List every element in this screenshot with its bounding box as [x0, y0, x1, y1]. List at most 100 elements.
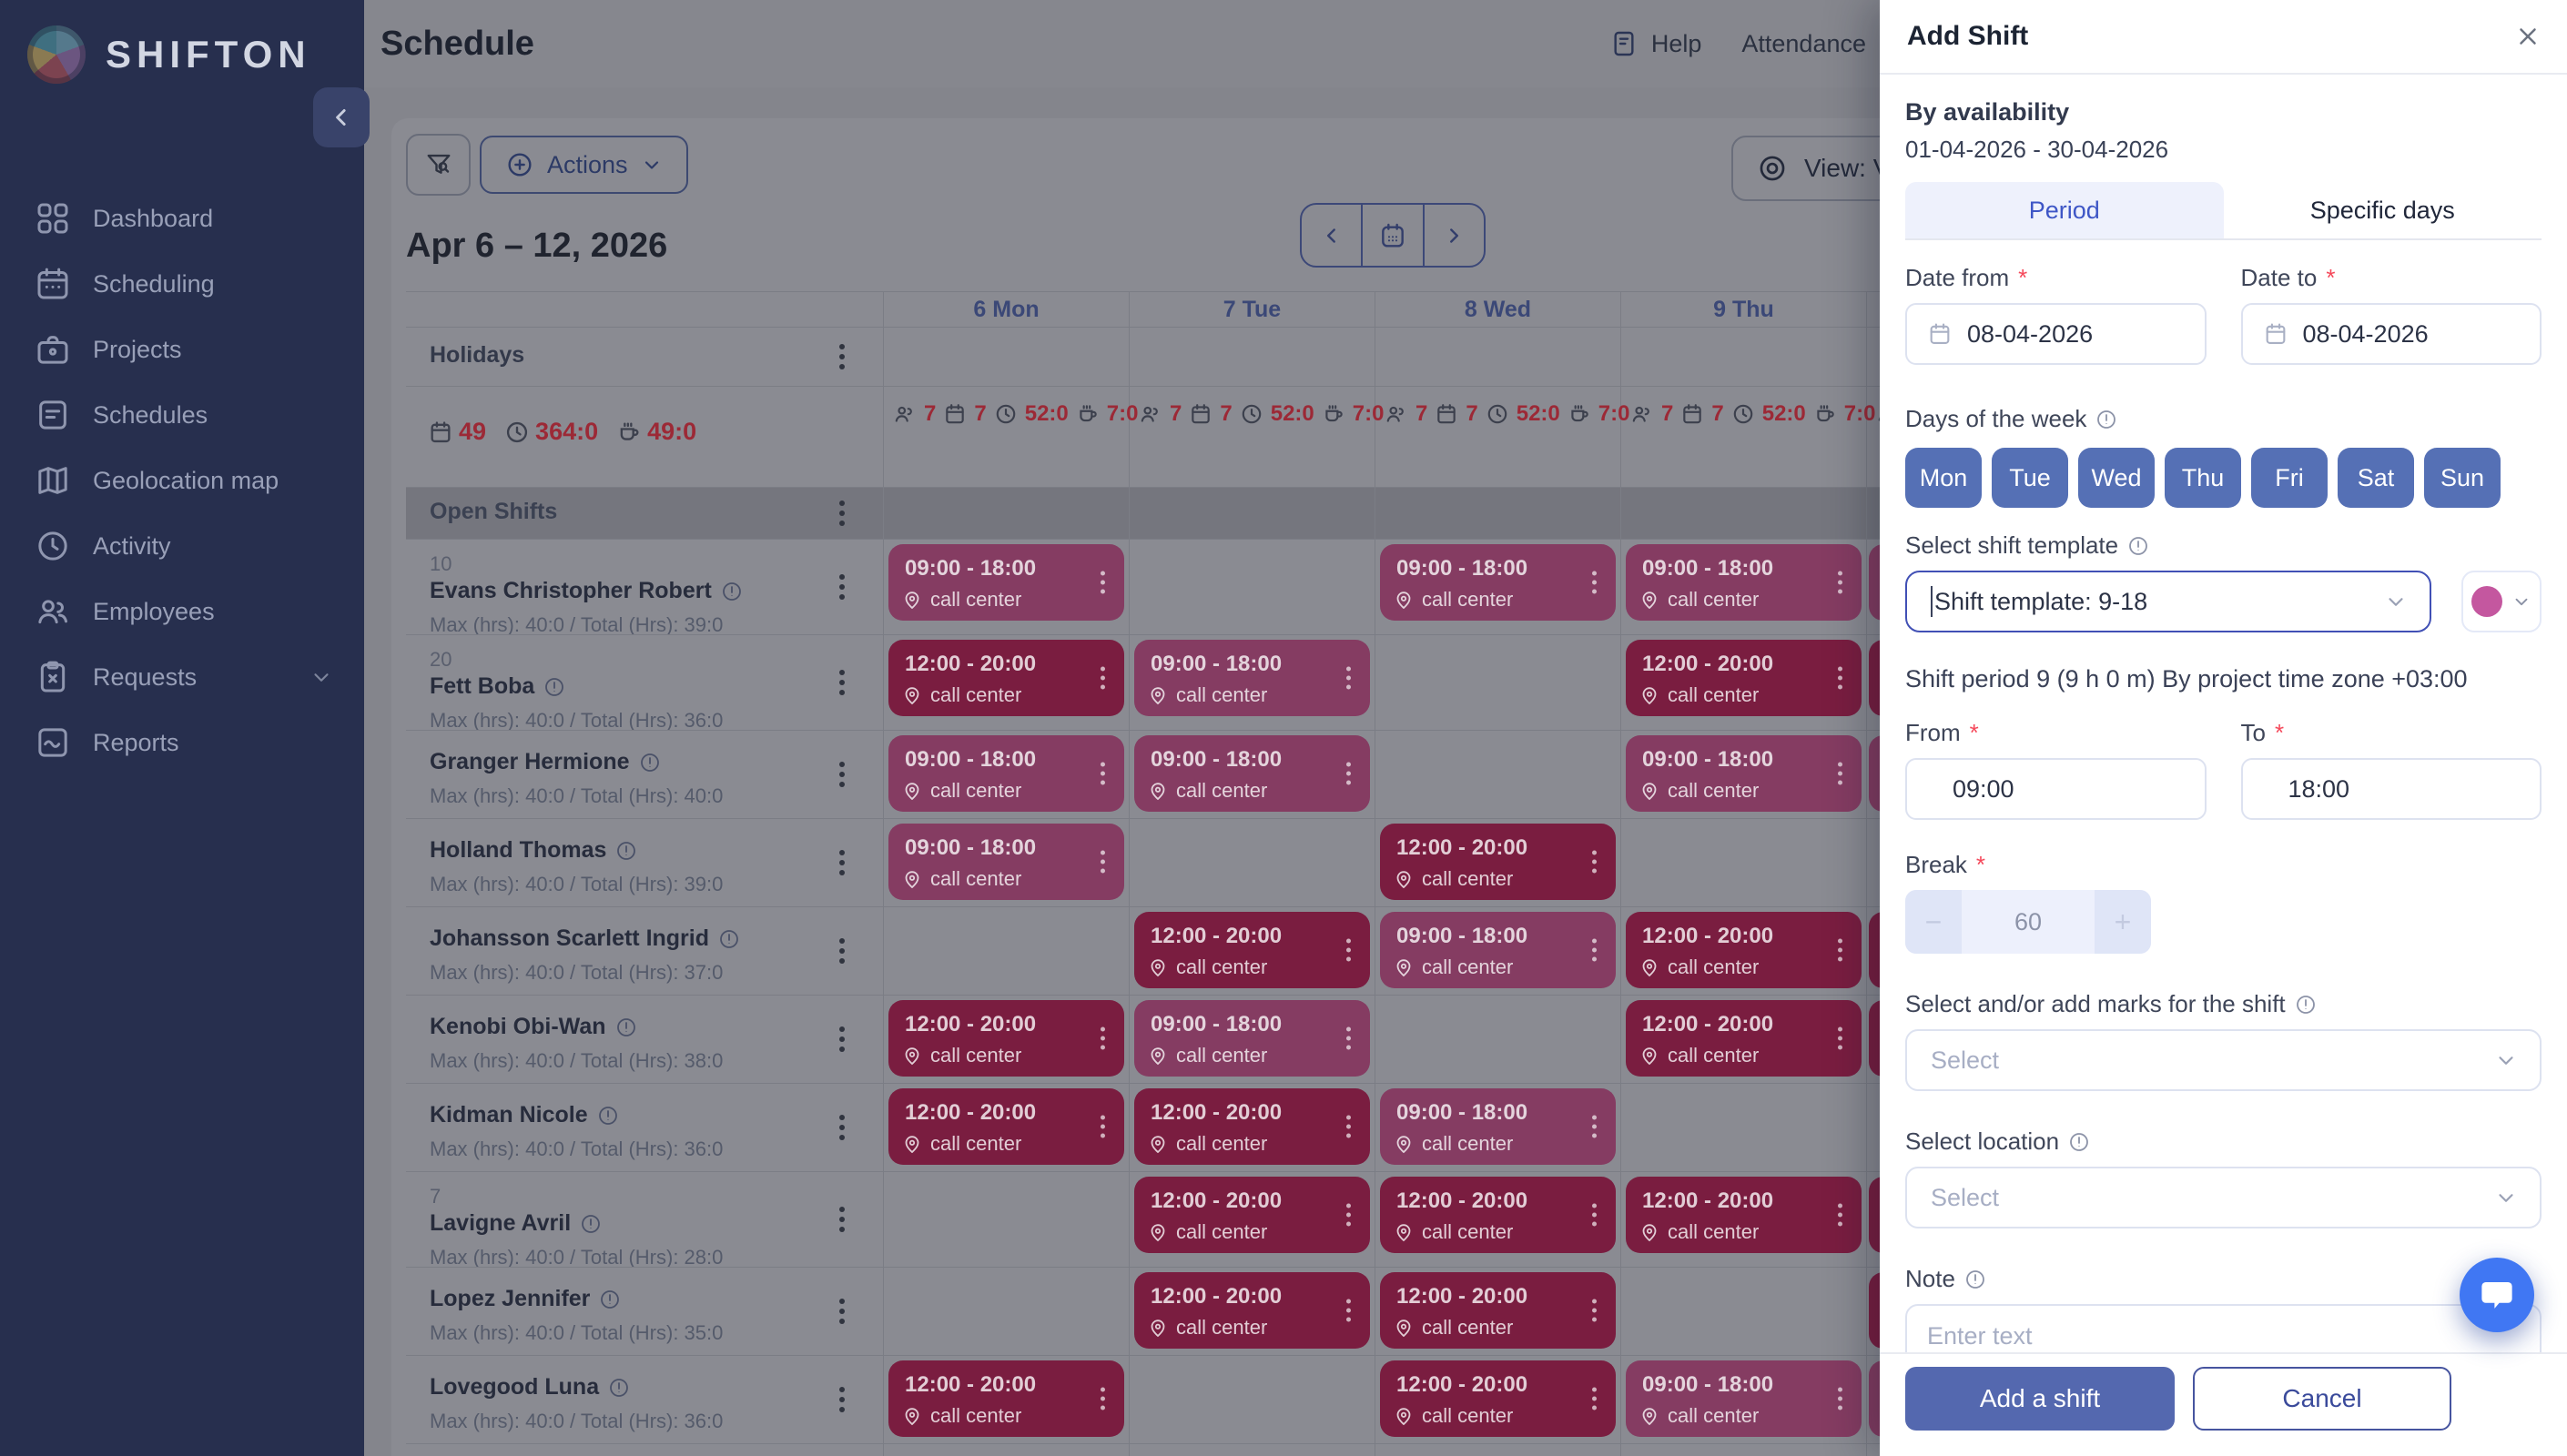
row-menu-icon[interactable]: [839, 496, 847, 531]
actions-button[interactable]: Actions: [480, 136, 688, 194]
shift-menu-icon[interactable]: [1592, 1111, 1599, 1143]
sidebar-collapse-button[interactable]: [313, 87, 370, 147]
shift-menu-icon[interactable]: [1592, 1199, 1599, 1231]
shift-card[interactable]: 09:00 - 18:00 call center: [1380, 544, 1616, 621]
row-menu-icon[interactable]: [839, 1382, 847, 1417]
shift-menu-icon[interactable]: [1592, 567, 1599, 599]
shift-card[interactable]: 12:00 - 20:00 call center: [1626, 912, 1862, 988]
shift-card[interactable]: 12:00 - 20:00 call center: [1626, 640, 1862, 716]
shift-menu-icon[interactable]: [1838, 567, 1845, 599]
from-time-field[interactable]: [1905, 758, 2207, 820]
date-from-input[interactable]: [1907, 318, 2205, 349]
shift-color-picker[interactable]: [2461, 571, 2542, 632]
shift-menu-icon[interactable]: [1101, 1383, 1108, 1415]
shift-card[interactable]: 12:00 - 20:00 call center: [1134, 1272, 1370, 1349]
sidebar-item-requests[interactable]: Requests: [0, 644, 364, 710]
row-menu-icon[interactable]: [839, 1202, 847, 1237]
shift-card[interactable]: 09:00 - 18:00 call center: [1380, 1088, 1616, 1165]
weekday-toggle-mon[interactable]: Mon: [1905, 448, 1982, 508]
add-shift-submit-button[interactable]: Add a shift: [1905, 1367, 2175, 1431]
info-icon[interactable]: [2295, 994, 2317, 1016]
shift-card[interactable]: 12:00 - 20:00 call center: [1626, 1000, 1862, 1077]
sidebar-item-schedules[interactable]: Schedules: [0, 382, 364, 448]
info-icon[interactable]: [599, 1289, 621, 1310]
weekday-toggle-tue[interactable]: Tue: [1992, 448, 2068, 508]
to-time-field[interactable]: [2240, 758, 2542, 820]
attendance-link[interactable]: Attendance: [1741, 30, 1866, 58]
shift-card[interactable]: 12:00 - 20:00 call center: [1134, 1177, 1370, 1253]
filter-button[interactable]: [406, 134, 471, 196]
sidebar-item-scheduling[interactable]: Scheduling: [0, 251, 364, 317]
sidebar-item-geolocation-map[interactable]: Geolocation map: [0, 448, 364, 513]
shift-menu-icon[interactable]: [1101, 662, 1108, 694]
shift-card[interactable]: 12:00 - 20:00 call center: [1380, 1177, 1616, 1253]
shift-menu-icon[interactable]: [1101, 846, 1108, 878]
shift-card[interactable]: 12:00 - 20:00 call center: [1380, 1272, 1616, 1349]
shift-card[interactable]: 12:00 - 20:00 call center: [1380, 1360, 1616, 1437]
row-menu-icon[interactable]: [839, 1294, 847, 1329]
weekday-toggle-fri[interactable]: Fri: [2251, 448, 2328, 508]
shift-card[interactable]: 12:00 - 20:00 call center: [1134, 1088, 1370, 1165]
info-icon[interactable]: [543, 676, 565, 698]
next-week-button[interactable]: [1422, 205, 1484, 266]
info-icon[interactable]: [2068, 1131, 2090, 1153]
shift-card[interactable]: 09:00 - 18:00 call center: [1134, 1000, 1370, 1077]
cancel-button[interactable]: Cancel: [2193, 1367, 2451, 1431]
info-icon[interactable]: [721, 581, 743, 602]
info-icon[interactable]: [615, 840, 637, 862]
shift-card[interactable]: 09:00 - 18:00 call center: [1380, 912, 1616, 988]
shift-menu-icon[interactable]: [1838, 1023, 1845, 1055]
row-menu-icon[interactable]: [839, 845, 847, 880]
marks-select[interactable]: Select: [1905, 1029, 2542, 1091]
shift-card[interactable]: 09:00 - 18:00 call center: [1626, 1360, 1862, 1437]
info-icon[interactable]: [2127, 535, 2149, 557]
shift-menu-icon[interactable]: [1101, 567, 1108, 599]
sidebar-item-dashboard[interactable]: Dashboard: [0, 186, 364, 251]
info-icon[interactable]: [1964, 1269, 1986, 1290]
shift-card[interactable]: 09:00 - 18:00 call center: [1626, 544, 1862, 621]
info-icon[interactable]: [597, 1105, 619, 1127]
from-time-input[interactable]: [1907, 774, 2205, 804]
shift-menu-icon[interactable]: [1838, 662, 1845, 694]
shift-menu-icon[interactable]: [1592, 846, 1599, 878]
break-increment-button[interactable]: +: [2095, 890, 2151, 954]
date-to-input[interactable]: [2242, 318, 2540, 349]
shift-menu-icon[interactable]: [1346, 758, 1354, 790]
date-to-field[interactable]: [2240, 303, 2542, 365]
shift-menu-icon[interactable]: [1592, 1295, 1599, 1327]
shift-menu-icon[interactable]: [1346, 1023, 1354, 1055]
shift-card[interactable]: 12:00 - 20:00 call center: [1380, 824, 1616, 900]
shift-card[interactable]: 09:00 - 18:00 call center: [1134, 735, 1370, 812]
shift-card[interactable]: 09:00 - 18:00 call center: [888, 824, 1124, 900]
info-icon[interactable]: [2095, 409, 2117, 430]
info-icon[interactable]: [580, 1213, 602, 1235]
shift-template-select[interactable]: Shift template: 9-18: [1905, 571, 2431, 632]
shift-card[interactable]: 12:00 - 20:00 call center: [888, 1000, 1124, 1077]
shift-menu-icon[interactable]: [1346, 1111, 1354, 1143]
sidebar-item-activity[interactable]: Activity: [0, 513, 364, 579]
shift-menu-icon[interactable]: [1346, 662, 1354, 694]
shift-menu-icon[interactable]: [1101, 1023, 1108, 1055]
shift-card[interactable]: 09:00 - 18:00 call center: [888, 735, 1124, 812]
shift-card[interactable]: 12:00 - 20:00 call center: [1626, 1177, 1862, 1253]
shift-card[interactable]: 09:00 - 18:00 call center: [1134, 640, 1370, 716]
shift-menu-icon[interactable]: [1838, 1383, 1845, 1415]
shift-menu-icon[interactable]: [1592, 935, 1599, 966]
shift-card[interactable]: 12:00 - 20:00 call center: [888, 640, 1124, 716]
tab-period[interactable]: Period: [1905, 182, 2224, 238]
shift-card[interactable]: 12:00 - 20:00 call center: [888, 1088, 1124, 1165]
row-menu-icon[interactable]: [839, 757, 847, 792]
sidebar-item-employees[interactable]: Employees: [0, 579, 364, 644]
shift-menu-icon[interactable]: [1838, 758, 1845, 790]
info-icon[interactable]: [718, 928, 740, 950]
prev-week-button[interactable]: [1302, 205, 1361, 266]
shift-menu-icon[interactable]: [1101, 1111, 1108, 1143]
shift-menu-icon[interactable]: [1346, 935, 1354, 966]
info-icon[interactable]: [608, 1377, 630, 1399]
row-menu-icon[interactable]: [839, 934, 847, 968]
shift-menu-icon[interactable]: [1592, 1383, 1599, 1415]
weekday-toggle-sun[interactable]: Sun: [2424, 448, 2501, 508]
row-menu-icon[interactable]: [839, 665, 847, 700]
shift-menu-icon[interactable]: [1838, 935, 1845, 966]
sidebar-item-reports[interactable]: Reports: [0, 710, 364, 775]
